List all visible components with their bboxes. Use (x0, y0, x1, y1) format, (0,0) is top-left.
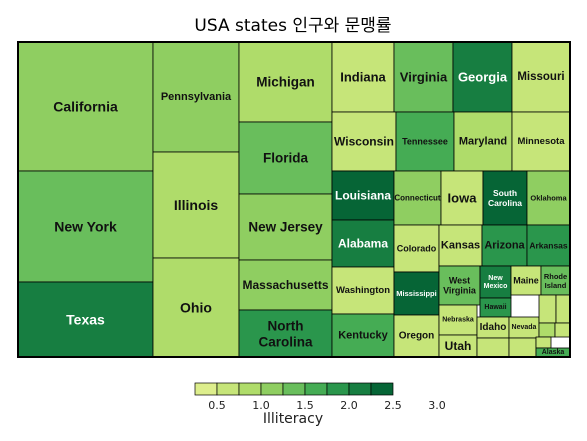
legend-color-keys (194, 382, 394, 396)
tile-label-nevada: Nevada (512, 324, 537, 331)
tile-label-minnesota: Minnesota (518, 136, 566, 147)
legend-title: Illiteracy (263, 411, 323, 427)
tile-label-missouri: Missouri (517, 71, 564, 83)
tile-label-maine: Maine (513, 276, 539, 286)
tile-california (17, 41, 154, 172)
tile-south-carolina (482, 170, 528, 226)
tile-label-iowa: Iowa (448, 191, 478, 206)
tile-florida (238, 121, 333, 195)
tile-label-kansas: Kansas (441, 240, 480, 252)
tile-label-idaho: Idaho (480, 322, 507, 333)
tile-label-alaska: Alaska (542, 349, 565, 356)
tile-label-illinois: Illinois (174, 197, 219, 213)
tile-label-nebraska: Nebraska (442, 317, 474, 324)
tile-label-colorado: Colorado (397, 244, 437, 254)
treemap-tiles: California New York Texas Pennsylvania Illin… (17, 41, 571, 358)
legend-tick-label: 2.5 (384, 399, 402, 412)
tile-connecticut (393, 170, 442, 226)
tile-label-california: California (53, 99, 118, 115)
tile-label-north-carolina: North Carolina (258, 318, 313, 349)
tile-label-pennsylvania: Pennsylvania (161, 91, 232, 103)
tile-label-hawaii: Hawaii (484, 304, 506, 311)
treemap-frame (17, 41, 571, 358)
tile-massachusetts (238, 259, 333, 311)
legend-key (260, 382, 284, 396)
tile-label-mississippi: Mississippi (396, 289, 436, 298)
tile-label-west-virginia: West Virginia (443, 275, 477, 295)
tile-label-arizona: Arizona (484, 240, 525, 252)
legend-tick-label: 0.5 (208, 399, 226, 412)
tile-label-georgia: Georgia (458, 70, 508, 85)
tile-label-wisconsin: Wisconsin (334, 135, 394, 149)
tile-virginia (393, 41, 454, 113)
legend-key (370, 382, 394, 396)
tile-georgia (452, 41, 513, 113)
legend-tick-label: 2.0 (340, 399, 358, 412)
tile-label-ohio: Ohio (180, 300, 212, 316)
tile-label-connecticut: Connecticut (394, 194, 441, 203)
tile-label-indiana: Indiana (340, 70, 386, 85)
tile-label-kentucky: Kentucky (338, 330, 388, 342)
tile-label-louisiana: Louisiana (335, 189, 391, 203)
tile-colorado (393, 224, 440, 273)
tile-arkansas (526, 224, 571, 267)
legend-key (326, 382, 350, 396)
tile-new-york (17, 170, 154, 283)
legend-key (194, 382, 218, 396)
tile-label-virginia: Virginia (400, 70, 448, 85)
tile-ohio (152, 257, 240, 358)
tile-pennsylvania (152, 41, 240, 153)
tile-label-massachusetts: Massachusetts (242, 278, 328, 292)
tile-mississippi (393, 271, 440, 316)
tile-label-washington: Washington (336, 285, 390, 296)
tile-label-new-jersey: New Jersey (248, 220, 323, 235)
legend-tick-label: 1.0 (252, 399, 270, 412)
legend: 0.5 1.0 1.5 2.0 2.5 3.0 Illiteracy (194, 382, 446, 427)
tile-maryland (453, 111, 513, 172)
legend-tick-label: 3.0 (428, 399, 446, 412)
tile-label-new-york: New York (54, 219, 117, 235)
tile-washington (331, 266, 395, 315)
tile-label-florida: Florida (263, 151, 308, 166)
tile-illinois (152, 151, 240, 259)
tile-texas (17, 281, 154, 358)
legend-tick-label: 1.5 (296, 399, 314, 412)
tile-rhode-island (540, 265, 571, 296)
legend-tick-labels: 0.5 1.0 1.5 2.0 2.5 3.0 (208, 399, 446, 412)
tile-maine (510, 265, 542, 296)
legend-key (304, 382, 328, 396)
tile-oklahoma (526, 170, 571, 226)
tile-label-michigan: Michigan (256, 75, 315, 90)
tile-label-utah: Utah (445, 339, 472, 353)
tile-louisiana (331, 170, 395, 221)
tile-label-arkansas: Arkansas (529, 241, 568, 251)
tile-label-oklahoma: Oklahoma (530, 194, 567, 203)
tile-new-mexico (479, 265, 512, 299)
tile-label-alabama: Alabama (338, 237, 388, 251)
tile-label-texas: Texas (66, 312, 105, 328)
legend-key (348, 382, 372, 396)
legend-key (216, 382, 240, 396)
tile-label-rhode-island: Rhode Island (544, 272, 567, 290)
tile-label-south-carolina: South Carolina (488, 188, 522, 208)
tile-label-maryland: Maryland (459, 136, 507, 148)
tile-indiana (331, 41, 395, 113)
legend-key (282, 382, 306, 396)
legend-key (238, 382, 262, 396)
tile-minnesota (511, 111, 571, 172)
tile-label-oregon: Oregon (399, 331, 435, 342)
tile-label-tennessee: Tennessee (402, 137, 448, 147)
tile-label-new-mexico: New Mexico (484, 274, 508, 289)
tile-oregon (393, 314, 440, 358)
tile-kansas (438, 224, 483, 267)
chart-title: USA states 인구와 문맹률 (194, 16, 391, 36)
